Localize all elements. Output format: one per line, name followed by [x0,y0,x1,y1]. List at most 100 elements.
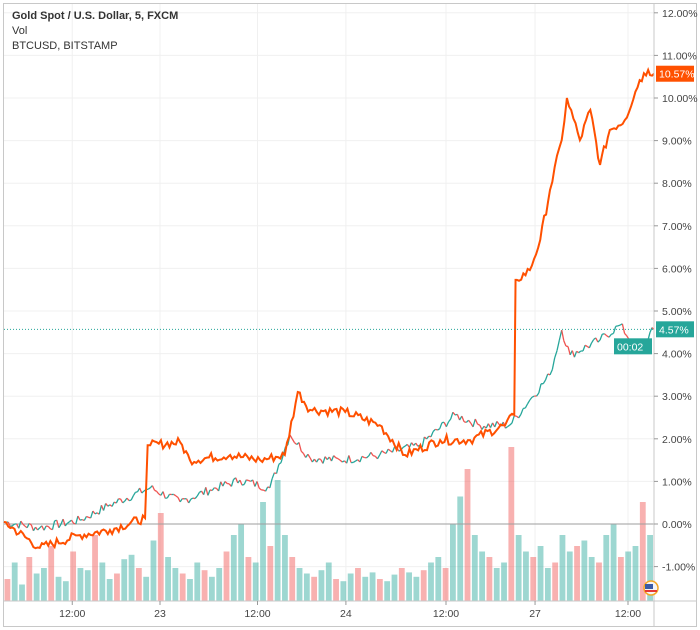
volume-bar [523,551,529,601]
gold-segment [173,493,177,497]
legend-compare-series[interactable]: BTCUSD, BITSTAMP [12,40,118,52]
volume-bar [384,581,391,601]
gold-segment [22,523,26,527]
volume-bar [442,568,449,601]
volume-bar [457,496,464,601]
gold-segment [494,421,498,428]
volume-bar [450,524,456,601]
volume-bar [311,576,318,601]
volume-bars [4,447,653,601]
volume-bar [340,581,347,601]
volume-bar [559,535,566,601]
volume-bar [515,535,522,601]
gold-segment [612,326,617,334]
gold-segment [92,510,96,515]
volume-bar [121,559,128,601]
gold-segment [421,436,426,448]
gold-segment [289,434,293,440]
time-axis[interactable]: 12:00 23 12:00 24 12:00 27 12:00 [59,601,641,620]
x-tick-label: 27 [529,608,541,620]
gold-segment [47,525,51,530]
gold-segment [551,357,556,370]
gold-segment [376,454,381,460]
volume-bar [369,572,376,601]
legend-volume[interactable]: Vol [12,25,28,37]
volume-bar [26,557,33,601]
gold-segment [264,486,269,492]
gold-segment [241,483,245,486]
gold-segment [571,350,576,358]
volume-bar [347,573,354,601]
gold-segment [302,453,307,458]
volume-bar [296,568,303,601]
gold-segment [94,512,98,515]
y-tick-label: 9.00% [662,136,692,148]
volume-bar [333,579,339,601]
volume-bar [70,551,77,601]
gold-segment [235,477,239,484]
volume-bar [128,554,135,601]
gold-segment [98,505,103,515]
gold-segment [280,454,284,463]
gold-segment [355,459,359,462]
volume-bar [355,568,361,601]
gold-segment [536,392,540,397]
gold-segment [316,458,320,463]
gold-segment [578,350,582,354]
gold-segment [426,435,430,440]
gold-segment [230,479,235,487]
volume-bar [479,551,486,601]
gold-segment [222,481,226,487]
volume-bar [303,573,310,601]
x-tick-label: 12:00 [59,608,85,620]
volume-bar [230,535,237,601]
volume-bar [588,557,595,601]
gold-segment [588,342,593,349]
volume-bar [208,576,215,601]
gold-segment [196,492,200,497]
gold-segment [563,340,567,347]
volume-bar [194,562,201,601]
price-axis[interactable]: 12.00% 11.00% 10.00% 9.00% 8.00% 7.00% 6.00% 5.… [654,8,698,574]
gold-segment [203,487,207,495]
gold-segment [432,428,436,432]
volume-bar [544,568,551,601]
volume-bar [143,576,150,601]
gold-segment [348,455,352,463]
x-tick-label: 12:00 [433,608,459,620]
gold-segment [565,345,569,348]
gold-segment [20,520,24,525]
flag-icon[interactable] [643,580,659,596]
gold-segment [477,423,481,426]
gold-segment [7,521,11,527]
gold-segment [527,399,531,405]
volume-bar [55,576,62,601]
volume-bar [625,551,632,601]
gold-segment [135,491,138,493]
gold-segment [428,435,432,438]
bar-countdown-tag: 00:02 [617,341,643,353]
gold-segment [77,515,81,521]
bar-countdown-tag-bg [614,338,652,355]
gold-segment [538,383,542,394]
volume-bar [362,576,369,601]
gold-segment [582,345,586,352]
volume-bar [639,502,646,601]
gold-segment [90,510,94,519]
volume-bar [19,584,25,601]
gold-segment [81,518,85,522]
gold-segment [381,450,385,453]
gold-segment [58,523,62,529]
legend-main-series[interactable]: Gold Spot / U.S. Dollar, 5, FXCM [12,10,179,22]
gold-segment [346,455,350,464]
grid [4,4,654,601]
gold-segment [372,454,376,457]
gold-last-price-tag: 4.57% [659,324,689,336]
gold-segment [549,369,553,376]
gold-segment [524,403,529,409]
gold-segment [154,489,157,492]
gold-segment [79,518,83,521]
gold-segment [468,419,472,424]
gold-segment [166,493,171,499]
